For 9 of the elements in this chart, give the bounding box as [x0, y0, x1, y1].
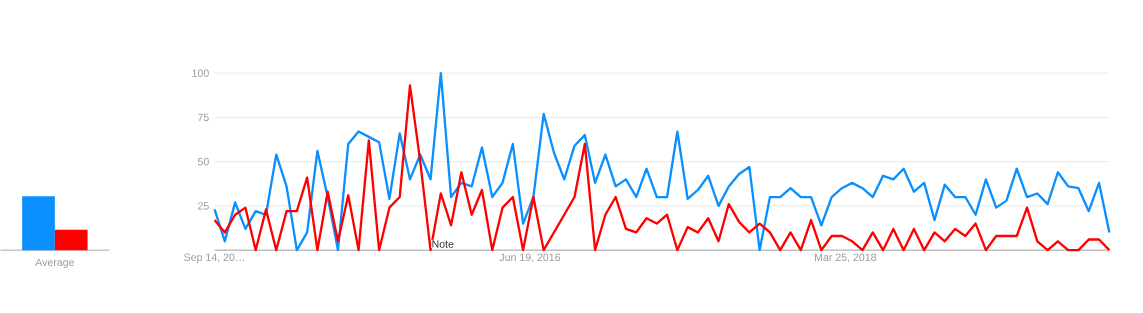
y-tick-label: 75 [198, 113, 209, 122]
x-tick-label: Sep 14, 20… [184, 253, 244, 264]
x-tick-label: Jun 19, 2016 [499, 253, 561, 263]
y-tick-label: 100 [192, 69, 209, 78]
x-tick-label: Mar 25, 2018 [815, 253, 877, 263]
y-tick-label: 25 [197, 202, 209, 210]
x-tick-label: Average [35, 258, 74, 269]
annotation: Note [432, 240, 454, 248]
y-tick-label: 50 [197, 158, 209, 166]
